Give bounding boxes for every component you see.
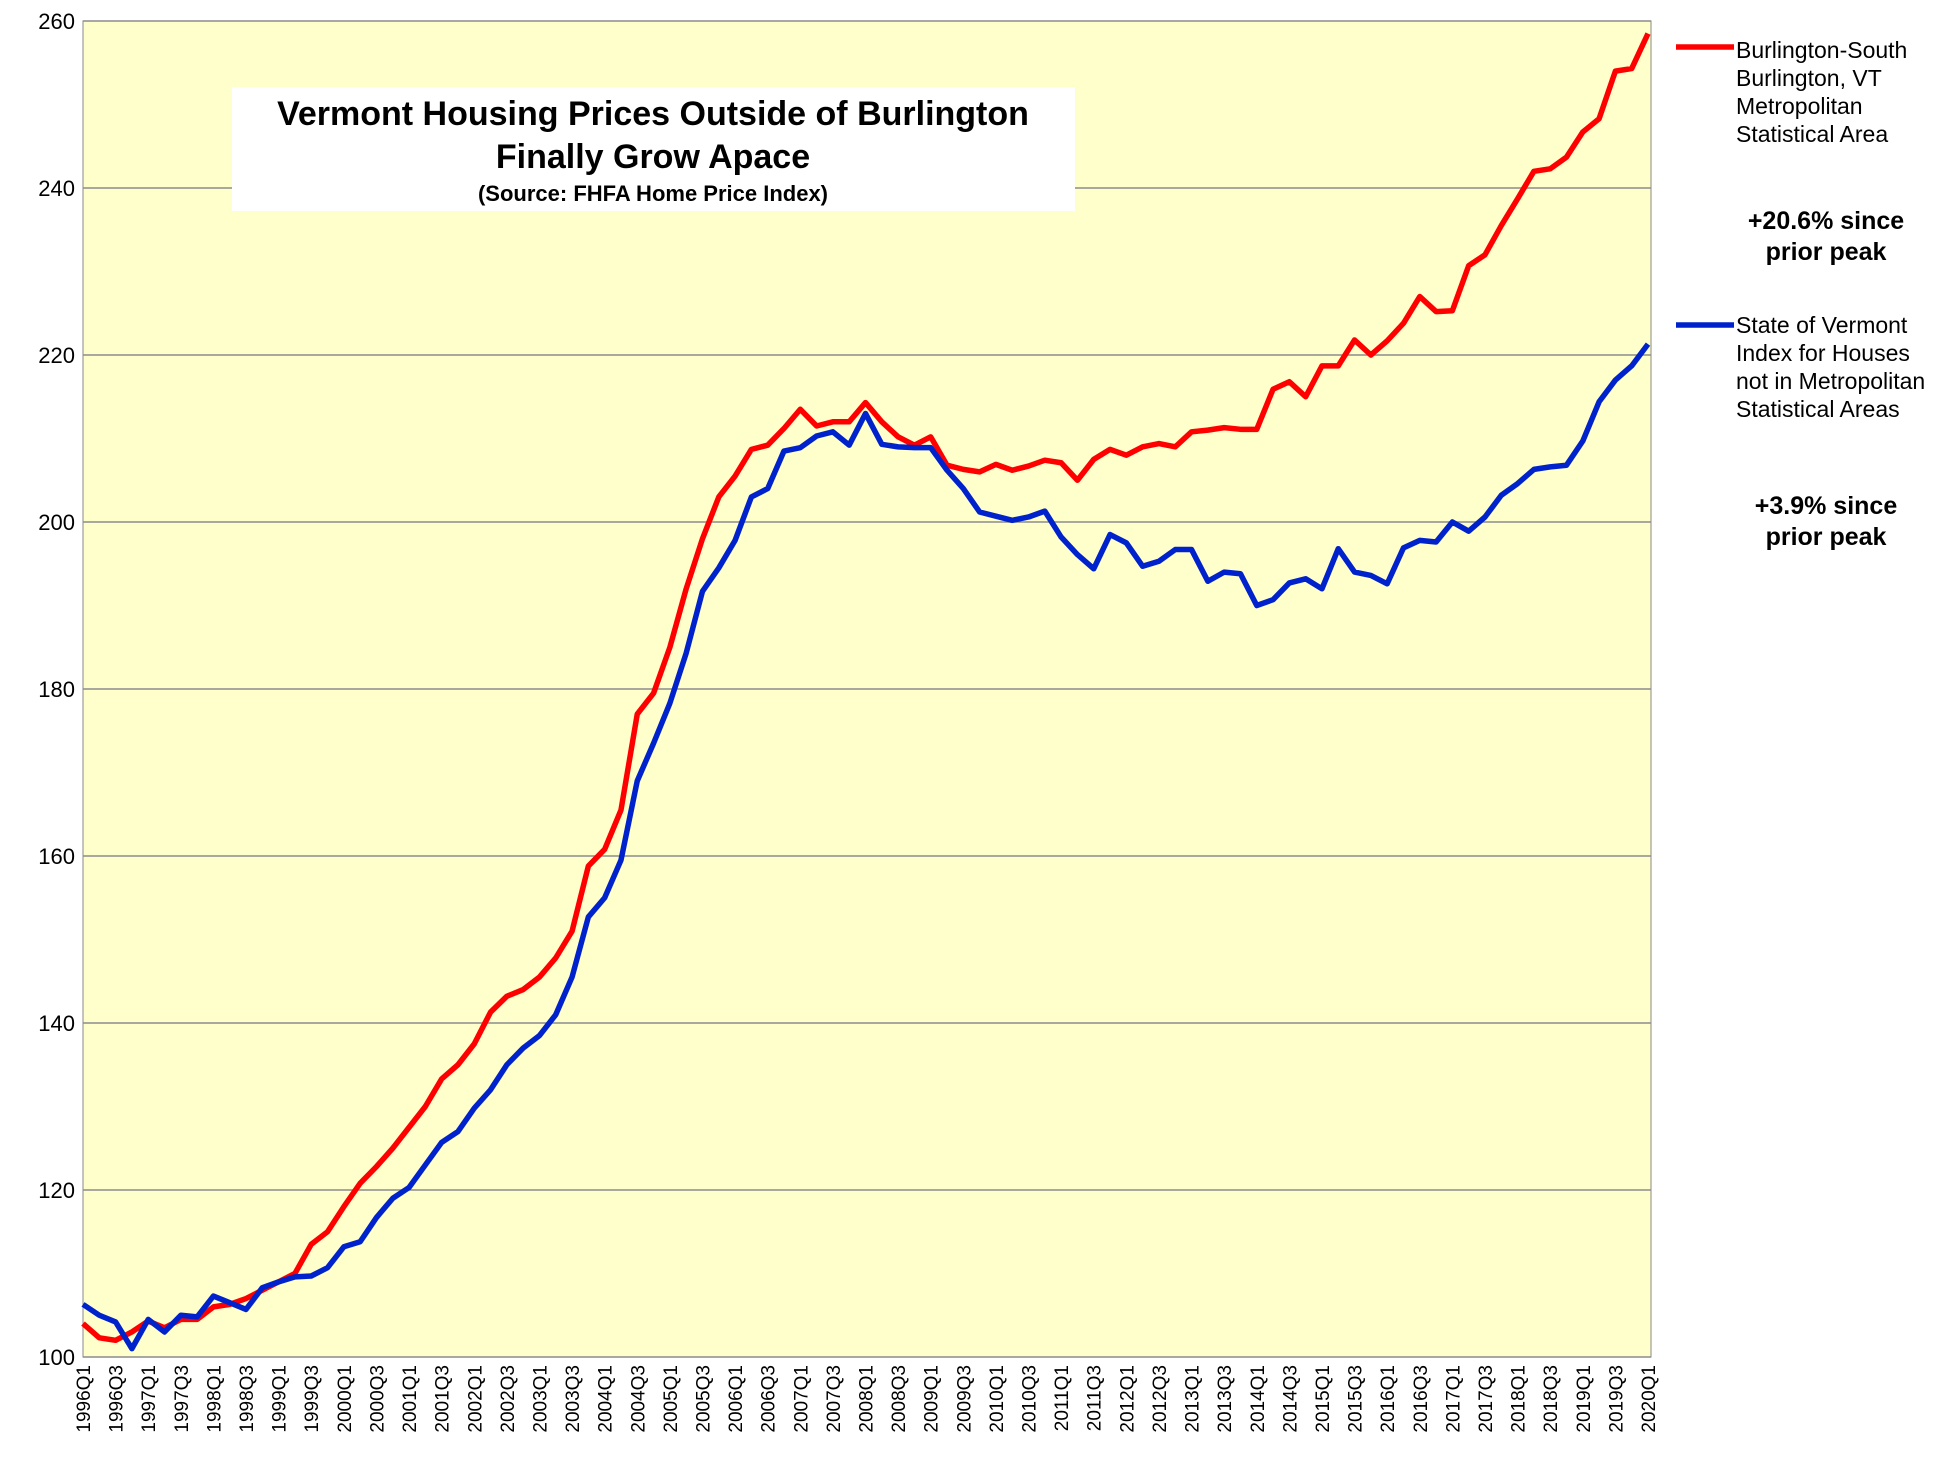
y-tick-label: 120: [38, 1178, 75, 1203]
x-tick-label: 2010Q1: [987, 1365, 1008, 1433]
x-tick-label: 2005Q1: [661, 1365, 682, 1433]
x-tick-label: 2011Q3: [1085, 1365, 1106, 1431]
x-tick-label: 2005Q3: [693, 1365, 714, 1433]
x-tick-label: 2015Q3: [1346, 1365, 1367, 1433]
x-tick-label: 2001Q1: [400, 1365, 421, 1433]
x-tick-label: 2006Q1: [726, 1365, 747, 1433]
x-tick-label: 2019Q1: [1574, 1365, 1595, 1433]
chart-subtitle: (Source: FHFA Home Price Index): [478, 181, 828, 206]
chart-title: Vermont Housing Prices Outside of Burlin…: [277, 95, 1029, 133]
x-tick-label: 2012Q3: [1150, 1365, 1171, 1433]
x-tick-label: 2008Q1: [857, 1365, 878, 1433]
y-tick-label: 180: [38, 677, 75, 702]
x-tick-label: 2018Q3: [1541, 1365, 1562, 1433]
x-tick-label: 2001Q3: [433, 1365, 454, 1433]
y-tick-label: 140: [38, 1011, 75, 1036]
series-line: [81, 342, 1651, 1352]
y-tick-label: 260: [38, 9, 75, 34]
title-box: [232, 87, 1075, 211]
x-tick-label: 1999Q1: [270, 1365, 291, 1433]
chart-title: Finally Grow Apace: [496, 138, 810, 176]
x-tick-label: 2019Q3: [1606, 1365, 1627, 1433]
y-tick-label: 240: [38, 176, 75, 201]
annotation: +3.9% since prior peak: [1754, 492, 1898, 551]
legend-entry: State of Vermont Index for Houses not in…: [1736, 312, 1926, 422]
x-tick-label: 1998Q3: [237, 1365, 258, 1433]
x-tick-label: 1999Q3: [302, 1365, 323, 1433]
x-tick-label: 2003Q1: [530, 1365, 551, 1433]
x-tick-label: 2003Q3: [563, 1365, 584, 1433]
y-tick-label: 100: [38, 1345, 75, 1370]
y-tick-label: 200: [38, 510, 75, 535]
x-tick-label: 2017Q1: [1443, 1365, 1464, 1433]
x-tick-label: 2006Q3: [759, 1365, 780, 1433]
x-tick-label: 1997Q1: [139, 1365, 160, 1433]
x-tick-label: 2018Q1: [1509, 1365, 1530, 1433]
legend-entry: Burlington-South Burlington, VT Metropol…: [1736, 37, 1908, 147]
x-tick-label: 2009Q1: [922, 1365, 943, 1433]
x-tick-label: 2013Q1: [1183, 1365, 1204, 1433]
x-tick-label: 2010Q3: [1020, 1365, 1041, 1433]
x-tick-label: 2002Q1: [465, 1365, 486, 1433]
x-tick-label: 2000Q3: [367, 1365, 388, 1433]
annotation: +20.6% since prior peak: [1747, 207, 1905, 266]
y-tick-label: 220: [38, 343, 75, 368]
x-tick-label: 2000Q1: [335, 1365, 356, 1433]
x-tick-label: 2012Q1: [1117, 1365, 1138, 1433]
y-tick-label: 160: [38, 844, 75, 869]
x-tick-label: 2004Q3: [628, 1365, 649, 1433]
x-tick-label: 2016Q1: [1378, 1365, 1399, 1433]
x-tick-label: 2017Q3: [1476, 1365, 1497, 1433]
x-tick-label: 2020Q1: [1639, 1365, 1660, 1433]
x-tick-label: 1996Q3: [107, 1365, 128, 1433]
x-tick-label: 2007Q1: [791, 1365, 812, 1433]
x-tick-label: 2011Q1: [1052, 1365, 1073, 1431]
x-tick-label: 1996Q1: [74, 1365, 95, 1433]
x-tick-label: 2014Q3: [1280, 1365, 1301, 1433]
x-tick-label: 1998Q1: [204, 1365, 225, 1433]
x-tick-label: 2008Q3: [889, 1365, 910, 1433]
x-tick-label: 2007Q3: [824, 1365, 845, 1433]
x-tick-label: 2002Q3: [498, 1365, 519, 1433]
series-line: [81, 32, 1651, 1344]
x-tick-label: 2004Q1: [596, 1365, 617, 1433]
x-tick-label: 2015Q1: [1313, 1365, 1334, 1433]
x-tick-label: 2013Q3: [1215, 1365, 1236, 1433]
x-tick-label: 2014Q1: [1248, 1365, 1269, 1433]
x-tick-label: 2009Q3: [954, 1365, 975, 1433]
x-tick-label: 1997Q3: [172, 1365, 193, 1433]
x-tick-label: 2016Q3: [1411, 1365, 1432, 1433]
